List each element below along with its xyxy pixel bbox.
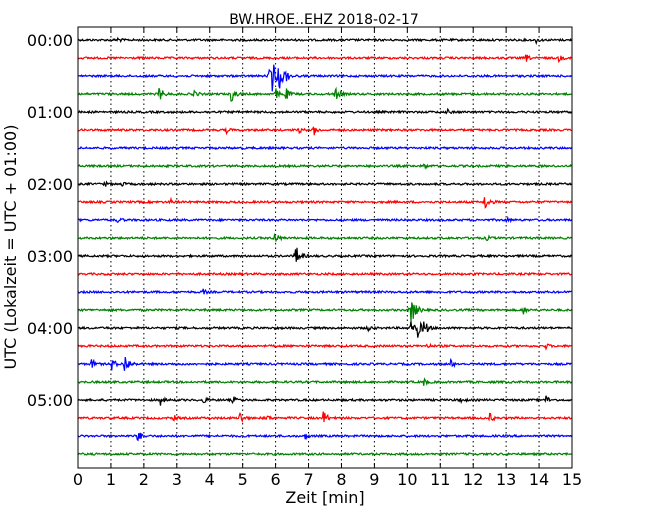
- trace-row: [77, 411, 572, 424]
- trace-row: [77, 196, 572, 209]
- trace-row: [77, 36, 573, 46]
- x-tick-label: 15: [562, 470, 582, 489]
- trace-row: [77, 126, 572, 136]
- trace-row: [77, 86, 572, 102]
- trace-row: [77, 145, 572, 151]
- x-axis-label: Zeit [min]: [285, 488, 364, 507]
- x-tick-label: 14: [529, 470, 549, 489]
- trace-row: [77, 54, 572, 64]
- y-axis-ticks: 00:00 01:00 02:00 03:00 04:00 05:00: [27, 31, 572, 410]
- trace-row: [77, 320, 572, 338]
- x-tick-label: 4: [205, 470, 215, 489]
- trace-row: [77, 107, 572, 115]
- y-tick-label: 03:00: [27, 247, 73, 266]
- x-tick-label: 2: [139, 470, 149, 489]
- trace-row: [77, 288, 572, 295]
- trace-row: [77, 451, 572, 457]
- trace-row: [77, 302, 573, 323]
- x-tick-label: 8: [336, 470, 346, 489]
- trace-row: [77, 232, 572, 243]
- plot-frame: [77, 26, 573, 469]
- x-tick-label: 1: [106, 470, 116, 489]
- x-axis-ticks: 0 1 2 3 4 5 6 7 8 9 10 11 12 13 14 15: [73, 27, 582, 489]
- x-tick-label: 11: [430, 470, 450, 489]
- y-tick-label: 05:00: [27, 391, 73, 410]
- x-tick-label: 0: [73, 470, 83, 489]
- x-tick-label: 6: [271, 470, 281, 489]
- x-tick-label: 5: [238, 470, 248, 489]
- x-tick-label: 10: [397, 470, 417, 489]
- trace-rows: [77, 36, 573, 457]
- grid-lines: [110, 27, 540, 468]
- trace-row: [77, 64, 572, 92]
- y-tick-label: 01:00: [27, 103, 73, 122]
- trace-row: [77, 432, 573, 442]
- trace-row: [77, 180, 572, 187]
- trace-row: [77, 163, 573, 170]
- trace-row: [77, 215, 573, 224]
- x-tick-label: 13: [496, 470, 516, 489]
- y-tick-label: 04:00: [27, 319, 73, 338]
- trace-row: [77, 395, 572, 406]
- trace-row: [77, 247, 572, 262]
- chart-title: BW.HROE..EHZ 2018-02-17: [229, 12, 419, 28]
- x-tick-label: 3: [172, 470, 182, 489]
- trace-row: [77, 271, 572, 277]
- x-tick-label: 7: [303, 470, 313, 489]
- y-tick-label: 02:00: [27, 175, 73, 194]
- trace-row: [77, 356, 572, 371]
- y-tick-label: 00:00: [27, 31, 73, 50]
- y-axis-label: UTC (Lokalzeit = UTC + 01:00): [1, 125, 20, 370]
- trace-row: [77, 342, 572, 351]
- x-tick-label: 12: [463, 470, 483, 489]
- x-tick-label: 9: [369, 470, 379, 489]
- trace-row: [77, 377, 573, 387]
